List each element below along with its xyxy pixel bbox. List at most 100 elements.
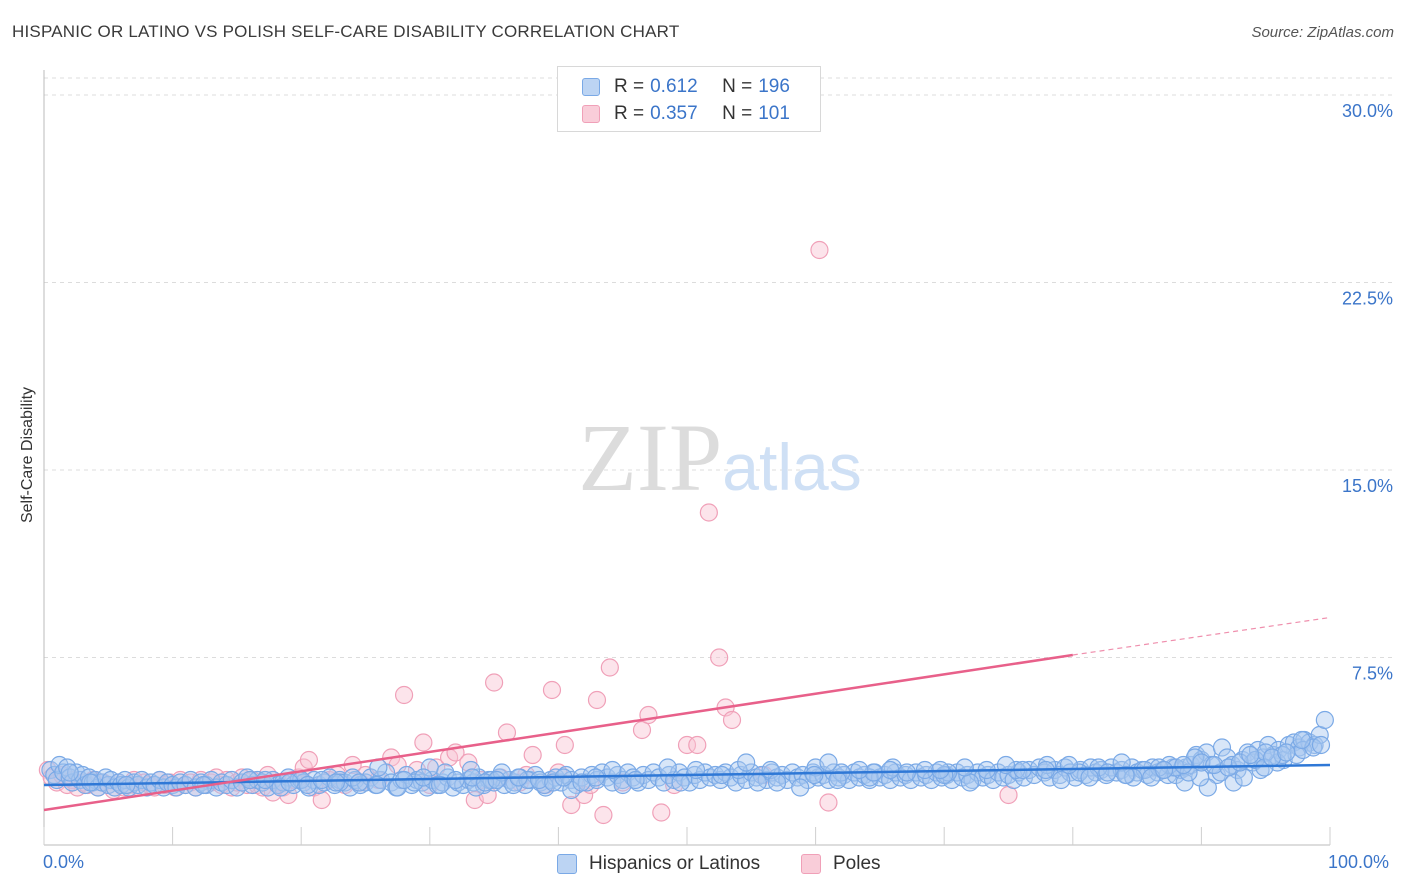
poles-point [819,793,838,812]
poles-point [523,745,542,765]
hispanics-point [446,770,465,790]
hispanics-point [955,758,974,777]
hispanics-point [1212,738,1232,757]
hispanics-point [1241,745,1260,765]
y-tick-labels: 7.5% 15.0% 22.5% 30.0% [1342,101,1393,684]
hispanics-point [1052,770,1071,790]
poles-point [677,735,697,755]
trend-lines [43,616,1331,812]
hispanics-point [850,760,869,780]
poles-point [542,680,562,700]
y-tick-label: 15.0% [1342,476,1393,496]
poles-point [594,805,613,825]
stats-legend-box: R = 0.612 N = 196 R = 0.357 N = 101 [557,66,821,132]
hispanics-point [1292,730,1311,750]
watermark: ZIPatlas [578,404,861,511]
stats-row-hispanics: R = 0.612 N = 196 [582,75,790,99]
trend-line-poles [43,653,1073,812]
poles-point [485,673,504,692]
hispanics-point [1315,710,1334,730]
poles-point [652,803,671,822]
poles-point [299,750,319,770]
chart-source: Source: ZipAtlas.com [1251,24,1394,41]
hispanics-point [1198,778,1217,797]
hispanics-point [748,773,767,792]
legend-swatch-poles [801,854,821,874]
hispanics-point [881,760,900,780]
hispanics-point [414,768,433,787]
y-tick-label: 7.5% [1352,664,1393,684]
n-value: 101 [758,103,790,124]
hispanics-point [819,753,838,772]
hispanics-point [572,773,591,792]
poles-point [688,735,707,755]
hispanics-point [1277,743,1296,762]
hispanics-point [326,773,346,792]
n-value: 196 [758,76,790,97]
legend-item-hispanics[interactable]: Hispanics or Latinos [557,852,760,876]
hispanics-point [805,765,824,785]
legend-label-hispanics: Hispanics or Latinos [589,853,761,874]
poles-point [555,735,574,755]
y-tick-label: 22.5% [1342,289,1393,309]
hispanics-point [603,760,622,780]
poles-point [600,658,619,677]
hispanics-point [1116,765,1135,785]
y-tick-label: 30.0% [1342,101,1393,121]
x-tick-label-max: 100.0% [1328,852,1390,872]
y-axis-label: Self-Care Disability [19,386,36,524]
hispanics-point [60,763,79,782]
r-value: 0.357 [650,103,698,124]
trend-line-poles-extension [1072,616,1331,656]
hispanics-point [1191,768,1210,787]
poles-point [699,503,718,522]
hispanics-point [767,773,787,792]
poles-point [632,720,652,740]
hispanics-point [256,770,275,790]
grid-lines [44,77,1393,658]
hispanics-point [658,758,677,777]
hispanics-point [530,770,549,790]
hispanics-point [1080,768,1099,787]
r-value: 0.612 [650,76,698,97]
poles-point [414,733,433,752]
poles-point [710,648,729,667]
hispanics-point [271,778,290,797]
poles-point [722,710,742,730]
poles-point [562,795,581,815]
swatch-hispanics [582,78,600,96]
hispanics-point [1255,758,1274,777]
r-label: R = [614,76,645,97]
hispanics-point [487,770,506,790]
hispanics-point [1205,755,1224,775]
hispanics-point [1174,755,1193,775]
hispanics-point [81,773,100,792]
hispanics-point [828,770,847,790]
poles-point [587,690,607,710]
hispanics-point [349,773,369,792]
stats-row-poles: R = 0.357 N = 101 [582,102,790,126]
legend-swatch-hispanics [557,854,577,874]
hispanics-point [1098,763,1117,782]
axes [43,70,1331,846]
poles-point [810,240,829,260]
hispanics-point [1155,760,1174,780]
poles-point [394,685,414,705]
series-hispanics-points [41,710,1334,800]
hispanics-point [737,753,756,772]
chart-title: HISPANIC OR LATINO VS POLISH SELF-CARE D… [12,22,680,41]
hispanics-point [626,770,645,790]
n-label: N = [722,76,753,97]
trend-line-hispanics [43,763,1331,787]
swatch-poles [582,105,600,123]
n-label: N = [722,103,753,124]
legend-label-poles: Poles [833,853,881,874]
legend-item-poles[interactable]: Poles [801,852,881,876]
r-label: R = [614,103,645,124]
hispanics-point [1311,735,1331,755]
hispanics-point [1059,755,1079,775]
poles-point [312,790,331,810]
hispanics-point [671,773,690,792]
x-tick-label-min: 0.0% [43,852,85,872]
